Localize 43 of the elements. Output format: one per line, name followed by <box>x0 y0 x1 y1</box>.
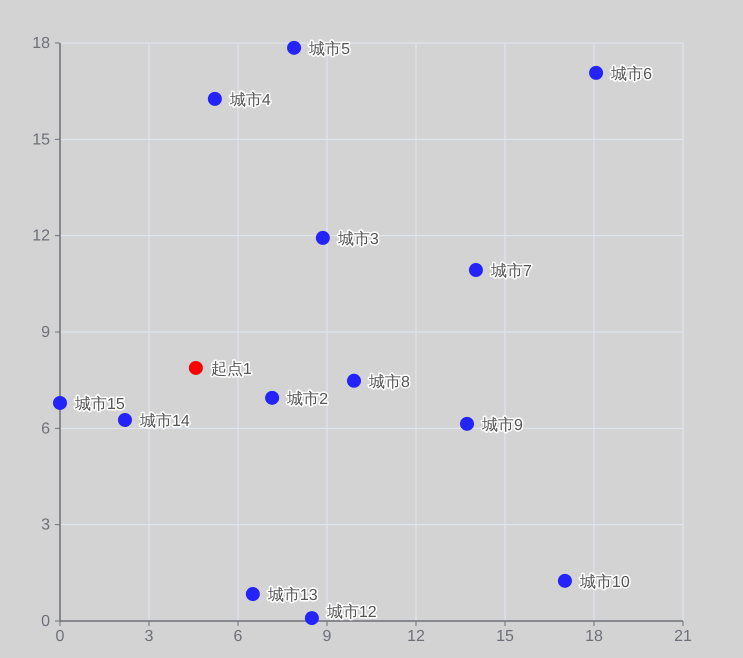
point <box>346 374 361 388</box>
x-tick-label: 3 <box>144 628 154 645</box>
y-tick-label: 9 <box>41 324 50 341</box>
point <box>208 92 222 106</box>
data-label: 城市3 <box>336 230 379 248</box>
point <box>265 390 280 405</box>
y-tick-label: 12 <box>32 228 50 245</box>
point <box>118 412 132 427</box>
y-tick-label: 6 <box>41 420 50 438</box>
point <box>53 396 67 410</box>
x-tick-label: 12 <box>407 628 425 645</box>
point <box>287 40 302 55</box>
y-tick-label: 3 <box>41 516 50 534</box>
data-label: 城市14 <box>138 412 190 430</box>
point <box>304 611 319 626</box>
data-label: 城市15 <box>74 394 125 413</box>
data-label: 起点1 <box>210 360 252 378</box>
data-label: 城市6 <box>610 64 652 83</box>
data-label: 城市12 <box>326 603 377 621</box>
point <box>468 263 483 278</box>
x-tick-label: 6 <box>234 628 243 645</box>
x-tick-label: 0 <box>56 628 65 645</box>
x-tick-label: 9 <box>322 628 332 645</box>
data-label: 城市4 <box>228 90 271 109</box>
y-tick-label: 18 <box>32 35 50 52</box>
point <box>316 230 330 245</box>
data-label: 城市5 <box>308 40 350 58</box>
data-label: 城市7 <box>490 262 532 280</box>
point <box>460 416 474 431</box>
x-tick-label: 15 <box>496 628 514 645</box>
point <box>558 574 572 588</box>
point <box>589 66 604 80</box>
data-label: 城市9 <box>481 416 524 434</box>
point <box>188 360 203 375</box>
y-tick-label: 15 <box>32 131 50 148</box>
point <box>246 587 260 602</box>
x-tick-label: 18 <box>585 628 603 645</box>
data-label: 城市13 <box>266 586 318 604</box>
y-tick-label: 0 <box>41 613 50 630</box>
data-label: 城市8 <box>368 372 410 391</box>
x-tick-label: 21 <box>674 628 692 645</box>
data-label: 城市2 <box>286 390 328 408</box>
data-label: 城市10 <box>578 572 630 591</box>
